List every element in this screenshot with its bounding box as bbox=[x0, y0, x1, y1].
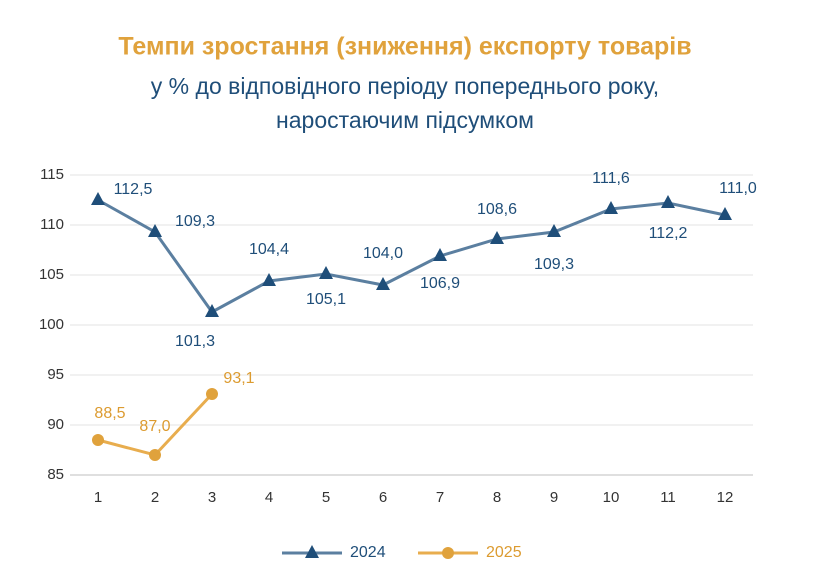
data-label: 111,0 bbox=[719, 180, 757, 197]
legend-label: 2025 bbox=[486, 544, 522, 561]
x-tick-label: 3 bbox=[208, 489, 216, 506]
x-tick-label: 2 bbox=[151, 489, 159, 506]
chart-title: Темпи зростання (зниження) експорту това… bbox=[118, 33, 691, 61]
legend-marker bbox=[305, 545, 319, 558]
data-label: 88,5 bbox=[94, 405, 125, 422]
data-label: 104,0 bbox=[363, 245, 403, 262]
data-point bbox=[604, 201, 618, 214]
legend-label: 2024 bbox=[350, 544, 386, 561]
data-label: 105,1 bbox=[306, 291, 346, 308]
x-tick-label: 11 bbox=[660, 489, 676, 506]
data-label: 112,2 bbox=[649, 225, 688, 242]
data-label: 112,5 bbox=[114, 181, 153, 198]
y-tick-label: 90 bbox=[47, 416, 64, 433]
x-tick-label: 6 bbox=[379, 489, 387, 506]
data-point bbox=[92, 434, 104, 446]
x-tick-label: 7 bbox=[436, 489, 444, 506]
x-tick-label: 1 bbox=[94, 489, 102, 506]
x-tick-label: 10 bbox=[603, 489, 620, 506]
data-point bbox=[490, 231, 504, 244]
x-tick-label: 8 bbox=[493, 489, 501, 506]
legend-marker bbox=[442, 547, 454, 559]
data-label: 109,3 bbox=[175, 213, 215, 230]
data-point bbox=[148, 224, 162, 237]
data-label: 101,3 bbox=[175, 333, 215, 350]
y-tick-label: 100 bbox=[39, 316, 64, 333]
data-point bbox=[91, 192, 105, 205]
chart-subtitle: у % до відповідного періоду попереднього… bbox=[151, 73, 659, 99]
data-label: 111,6 bbox=[592, 170, 630, 187]
data-label: 106,9 bbox=[420, 275, 460, 292]
x-tick-label: 9 bbox=[550, 489, 558, 506]
y-tick-label: 85 bbox=[47, 466, 64, 483]
data-point bbox=[718, 207, 732, 220]
data-label: 93,1 bbox=[223, 370, 254, 387]
series-line bbox=[97, 198, 726, 314]
data-point bbox=[206, 388, 218, 400]
y-tick-label: 95 bbox=[47, 366, 64, 383]
chart-subtitle: наростаючим підсумком bbox=[276, 107, 534, 133]
data-label: 108,6 bbox=[477, 201, 517, 218]
x-tick-label: 12 bbox=[717, 489, 734, 506]
data-point bbox=[433, 248, 447, 261]
y-tick-label: 110 bbox=[40, 216, 64, 233]
data-label: 104,4 bbox=[249, 241, 289, 258]
data-label: 87,0 bbox=[139, 418, 170, 435]
data-label: 109,3 bbox=[534, 256, 574, 273]
data-point bbox=[149, 449, 161, 461]
data-point bbox=[547, 224, 561, 237]
y-tick-label: 115 bbox=[40, 166, 64, 183]
data-point bbox=[205, 304, 219, 317]
x-tick-label: 4 bbox=[265, 489, 273, 506]
data-point bbox=[262, 273, 276, 286]
y-tick-label: 105 bbox=[39, 266, 64, 283]
data-point bbox=[319, 266, 333, 279]
x-tick-label: 5 bbox=[322, 489, 330, 506]
data-point bbox=[661, 195, 675, 208]
data-point bbox=[376, 277, 390, 290]
